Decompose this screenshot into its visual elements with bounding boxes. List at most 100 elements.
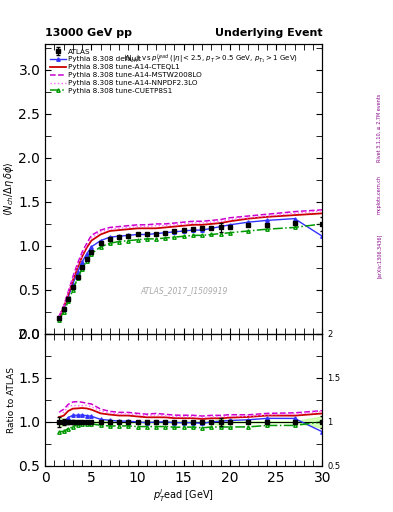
Pythia 8.308 tune-A14-MSTW2008LO [154,221,158,227]
Line: Pythia 8.308 default: Pythia 8.308 default [57,217,324,320]
Pythia 8.308 tune-A14-CTEQL1 [191,222,195,228]
Pythia 8.308 tune-A14-MSTW2008LO [108,224,112,230]
Pythia 8.308 tune-A14-CTEQL1 [61,305,66,311]
Pythia 8.308 tune-A14-NNPDF2.3LO [246,215,251,221]
Pythia 8.308 tune-A14-MSTW2008LO [200,218,205,224]
Text: Rivet 3.1.10, ≥ 2.7M events: Rivet 3.1.10, ≥ 2.7M events [377,94,382,162]
Pythia 8.308 tune-A14-MSTW2008LO [61,303,66,309]
Text: mcplots.cern.ch: mcplots.cern.ch [377,175,382,214]
Line: Pythia 8.308 tune-A14-NNPDF2.3LO: Pythia 8.308 tune-A14-NNPDF2.3LO [59,211,322,316]
Pythia 8.308 tune-CUETP8S1 [75,275,80,282]
Pythia 8.308 tune-A14-MSTW2008LO [219,217,223,223]
Pythia 8.308 default [117,233,121,239]
Pythia 8.308 tune-CUETP8S1 [57,317,61,323]
Pythia 8.308 tune-A14-CTEQL1 [209,221,214,227]
Pythia 8.308 tune-A14-NNPDF2.3LO [117,225,121,231]
Pythia 8.308 tune-CUETP8S1 [61,309,66,315]
X-axis label: $p_{T}^{l}$ead [GeV]: $p_{T}^{l}$ead [GeV] [153,487,214,504]
Pythia 8.308 tune-A14-MSTW2008LO [209,217,214,223]
Text: Underlying Event: Underlying Event [215,28,322,38]
Pythia 8.308 tune-CUETP8S1 [135,237,140,243]
Pythia 8.308 tune-CUETP8S1 [200,232,205,239]
Pythia 8.308 tune-A14-MSTW2008LO [320,207,325,213]
Pythia 8.308 tune-A14-MSTW2008LO [246,213,251,219]
Pythia 8.308 tune-A14-NNPDF2.3LO [71,275,75,282]
Pythia 8.308 tune-CUETP8S1 [209,231,214,238]
Pythia 8.308 tune-A14-NNPDF2.3LO [191,220,195,226]
Pythia 8.308 tune-CUETP8S1 [84,258,89,264]
Pythia 8.308 tune-CUETP8S1 [108,240,112,246]
Text: $\langle N_{ch}\rangle$ vs $p_T^{lead}$ ($|\eta| < 2.5$, $p_T > 0.5$ GeV, $p_{T_: $\langle N_{ch}\rangle$ vs $p_T^{lead}$ … [123,52,298,66]
Pythia 8.308 tune-A14-CTEQL1 [320,210,325,217]
Pythia 8.308 tune-A14-NNPDF2.3LO [219,218,223,224]
Pythia 8.308 tune-CUETP8S1 [117,239,121,245]
Pythia 8.308 tune-A14-MSTW2008LO [80,249,84,255]
Pythia 8.308 tune-A14-NNPDF2.3LO [80,252,84,258]
Pythia 8.308 tune-A14-MSTW2008LO [182,219,186,225]
Pythia 8.308 tune-A14-NNPDF2.3LO [200,220,205,226]
Pythia 8.308 default [182,228,186,234]
Pythia 8.308 tune-CUETP8S1 [89,251,94,257]
Pythia 8.308 tune-A14-MSTW2008LO [117,223,121,229]
Pythia 8.308 default [154,230,158,237]
Pythia 8.308 tune-A14-MSTW2008LO [228,215,232,221]
Legend: ATLAS, Pythia 8.308 default, Pythia 8.308 tune-A14-CTEQL1, Pythia 8.308 tune-A14: ATLAS, Pythia 8.308 default, Pythia 8.30… [49,47,204,95]
Pythia 8.308 tune-CUETP8S1 [71,287,75,293]
Pythia 8.308 default [98,238,103,244]
Pythia 8.308 tune-A14-CTEQL1 [135,225,140,231]
Pythia 8.308 tune-CUETP8S1 [172,234,177,240]
Pythia 8.308 tune-A14-NNPDF2.3LO [145,223,149,229]
Pythia 8.308 tune-A14-CTEQL1 [163,224,167,230]
Pythia 8.308 tune-A14-NNPDF2.3LO [172,222,177,228]
Pythia 8.308 tune-A14-MSTW2008LO [84,240,89,246]
Pythia 8.308 default [228,222,232,228]
Pythia 8.308 tune-A14-CTEQL1 [84,245,89,251]
Pythia 8.308 tune-A14-NNPDF2.3LO [228,217,232,223]
Pythia 8.308 tune-A14-CTEQL1 [108,228,112,234]
Pythia 8.308 default [163,230,167,236]
Pythia 8.308 tune-A14-MSTW2008LO [57,313,61,319]
Pythia 8.308 default [135,231,140,238]
Pythia 8.308 default [219,223,223,229]
Pythia 8.308 tune-A14-CTEQL1 [246,216,251,222]
Pythia 8.308 tune-CUETP8S1 [154,236,158,242]
Y-axis label: $\langle N_{ch}/ \Delta\eta\,\delta\phi\rangle$: $\langle N_{ch}/ \Delta\eta\,\delta\phi\… [2,161,16,216]
Pythia 8.308 tune-CUETP8S1 [66,298,71,305]
Pythia 8.308 tune-A14-CTEQL1 [200,222,205,228]
Pythia 8.308 default [209,225,214,231]
Pythia 8.308 tune-A14-NNPDF2.3LO [89,235,94,241]
Pythia 8.308 default [89,244,94,250]
Pythia 8.308 tune-A14-CTEQL1 [80,253,84,260]
Pythia 8.308 tune-A14-NNPDF2.3LO [154,223,158,229]
Pythia 8.308 tune-A14-NNPDF2.3LO [126,224,131,230]
Pythia 8.308 tune-A14-CTEQL1 [292,212,297,218]
Pythia 8.308 tune-A14-MSTW2008LO [145,222,149,228]
Pythia 8.308 default [172,229,177,235]
Pythia 8.308 tune-CUETP8S1 [98,244,103,250]
Pythia 8.308 tune-A14-MSTW2008LO [66,289,71,295]
Y-axis label: Ratio to ATLAS: Ratio to ATLAS [7,367,16,433]
Pythia 8.308 default [80,259,84,265]
Pythia 8.308 tune-A14-CTEQL1 [126,226,131,232]
Pythia 8.308 tune-A14-CTEQL1 [89,238,94,244]
Pythia 8.308 tune-A14-CTEQL1 [57,314,61,321]
Pythia 8.308 tune-CUETP8S1 [80,266,84,272]
Pythia 8.308 tune-CUETP8S1 [126,238,131,244]
Text: ATLAS_2017_I1509919: ATLAS_2017_I1509919 [140,286,228,295]
Pythia 8.308 tune-A14-CTEQL1 [98,231,103,238]
Line: Pythia 8.308 tune-A14-MSTW2008LO: Pythia 8.308 tune-A14-MSTW2008LO [59,210,322,316]
Pythia 8.308 tune-A14-CTEQL1 [145,225,149,231]
Pythia 8.308 tune-A14-NNPDF2.3LO [182,221,186,227]
Pythia 8.308 tune-A14-MSTW2008LO [264,211,269,217]
Pythia 8.308 tune-A14-NNPDF2.3LO [135,223,140,229]
Pythia 8.308 tune-A14-CTEQL1 [172,223,177,229]
Pythia 8.308 tune-A14-MSTW2008LO [292,208,297,215]
Pythia 8.308 tune-A14-CTEQL1 [182,223,186,229]
Pythia 8.308 tune-A14-MSTW2008LO [98,227,103,233]
Pythia 8.308 default [57,315,61,321]
Pythia 8.308 tune-CUETP8S1 [191,232,195,239]
Pythia 8.308 tune-A14-CTEQL1 [117,227,121,233]
Pythia 8.308 tune-A14-MSTW2008LO [135,222,140,228]
Pythia 8.308 default [200,227,205,233]
Pythia 8.308 default [61,306,66,312]
